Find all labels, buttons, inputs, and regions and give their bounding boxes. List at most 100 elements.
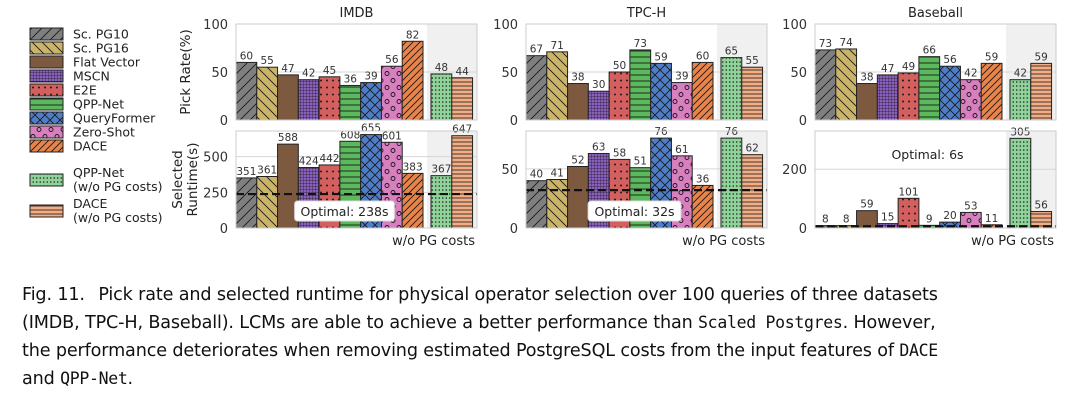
legend-label: DACE	[73, 139, 107, 154]
y-tick-label: 100	[493, 18, 518, 33]
panel-title: IMDB	[340, 6, 374, 21]
y-tick-label: 50	[211, 66, 228, 81]
legend-swatch	[29, 27, 64, 41]
bar-value-label: 647	[452, 124, 472, 136]
bar-value-label: 82	[406, 29, 419, 41]
bar-value-label: 42	[302, 68, 315, 80]
bar-flat-vector	[277, 74, 299, 121]
bar-value-label: 59	[860, 199, 873, 211]
y-axis-label: Pick Rate(%)	[178, 29, 194, 114]
caption-code-scaled-postgres: Scaled Postgres	[698, 313, 843, 332]
caption-text-2b: . However,	[842, 313, 936, 333]
bar-value-label: 51	[634, 156, 647, 168]
optimal-annotation: Optimal: 32s	[587, 200, 682, 222]
bars	[814, 137, 1053, 229]
bar-value-label: 56	[385, 54, 399, 66]
caption-code-qpp-net: QPP-Net	[60, 369, 128, 388]
bar-value-label: 38	[571, 72, 584, 84]
bar-qpp-net-nopg	[430, 73, 453, 121]
bar-value-label: 62	[745, 143, 758, 155]
bar-value-label: 42	[1014, 68, 1027, 80]
bar-value-label: 305	[1010, 126, 1030, 138]
bar-value-label: 63	[592, 141, 605, 153]
x-group-label: w/o PG costs	[392, 234, 475, 249]
caption-text-2a: (IMDB, TPC-H, Baseball). LCMs are able t…	[22, 313, 699, 333]
bar-dace-nopg	[741, 66, 764, 121]
caption-text-4a: and	[22, 369, 61, 389]
bar-qpp-net-nopg	[720, 137, 743, 229]
bar-value-label: 66	[923, 45, 937, 57]
legend-item-flat-vector: Flat Vector	[29, 55, 141, 70]
bar-labels: 8 8 59 15 101 9 20 53 11 305 56	[822, 126, 1048, 225]
bar-queryformer	[650, 62, 672, 121]
legend-item-sc-pg16: Sc. PG16	[29, 41, 129, 56]
bar-value-label: 36	[696, 173, 710, 185]
bar-zero-shot	[959, 79, 982, 121]
bar-value-label: 8	[843, 214, 850, 226]
panel-title: TPC-H	[626, 6, 666, 21]
bar-dace-nopg	[451, 77, 474, 121]
bar-qpp-net	[918, 56, 941, 121]
bar-flat-vector	[856, 83, 878, 121]
y-tick-label: 50	[501, 66, 518, 81]
legend-label: MSCN	[73, 69, 110, 84]
legend-swatch	[29, 97, 64, 111]
bar-sc-pg10	[235, 61, 258, 121]
bar-value-label: 76	[725, 126, 739, 138]
bar-qpp-net-nopg	[1009, 79, 1032, 121]
y-tick-label: 0	[799, 222, 807, 237]
bar-sc-pg16	[546, 179, 569, 229]
bar-value-label: 367	[431, 164, 451, 176]
y-tick-label: 100	[203, 18, 228, 33]
bar-dace	[691, 184, 714, 229]
y-tick-label: 250	[203, 186, 228, 201]
bar-queryformer	[360, 82, 382, 121]
optimal-label-box	[587, 200, 682, 222]
bar-value-label: 59	[1034, 51, 1047, 63]
bar-value-label: 48	[435, 62, 448, 74]
bar-e2e	[318, 76, 341, 121]
bar-value-label: 76	[654, 126, 668, 138]
bars	[525, 49, 764, 121]
caption-text-1: Pick rate and selected runtime for physi…	[98, 285, 938, 305]
legend-item-qpp-net: QPP-Net	[29, 97, 124, 112]
bar-sc-pg16	[256, 176, 279, 229]
bar-value-label: 56	[943, 54, 957, 66]
caption-line-3: the performance deteriorates when removi…	[22, 337, 1067, 365]
bar-value-label: 15	[881, 212, 894, 224]
bar-sc-pg16	[546, 51, 569, 121]
legend-label: Flat Vector	[73, 55, 141, 70]
bar-value-label: 74	[839, 37, 853, 49]
optimal-annotation: Optimal: 238s	[294, 200, 395, 222]
bar-e2e	[897, 72, 920, 121]
y-tick-label: 100	[782, 18, 807, 33]
caption-line-1: Fig. 11. Pick rate and selected runtime …	[22, 282, 1067, 309]
legend-item-zero-shot: Zero-Shot	[29, 125, 135, 140]
optimal-label: Optimal: 6s	[891, 147, 963, 162]
y-tick-label: 500	[203, 151, 228, 166]
bar-value-label: 47	[881, 63, 894, 75]
panel-title: Baseball	[908, 6, 963, 21]
bar-e2e	[897, 197, 920, 229]
legend-swatch	[29, 125, 64, 139]
bar-value-label: 39	[675, 71, 688, 83]
bar-dace-nopg	[451, 135, 474, 229]
bar-value-label: 42	[964, 68, 977, 80]
bar-value-label: 44	[455, 66, 469, 78]
bar-value-label: 20	[943, 210, 956, 222]
bar-value-label: 61	[675, 144, 688, 156]
y-tick-label: 0	[510, 114, 518, 129]
bar-zero-shot	[380, 65, 403, 121]
panel-pick-rate-2: 0 50 100 73 74 38 47 49 66 56 42 59 42 59 Baseball	[782, 6, 1057, 129]
bar-value-label: 50	[613, 60, 626, 72]
bar-mscn	[876, 74, 899, 121]
bar-value-label: 65	[725, 46, 738, 58]
bar-e2e	[608, 71, 631, 121]
bar-value-label: 424	[299, 156, 319, 168]
bar-queryformer	[939, 65, 961, 121]
legend-item-queryformer: QueryFormer	[29, 111, 156, 126]
bar-sc-pg10	[525, 180, 548, 229]
